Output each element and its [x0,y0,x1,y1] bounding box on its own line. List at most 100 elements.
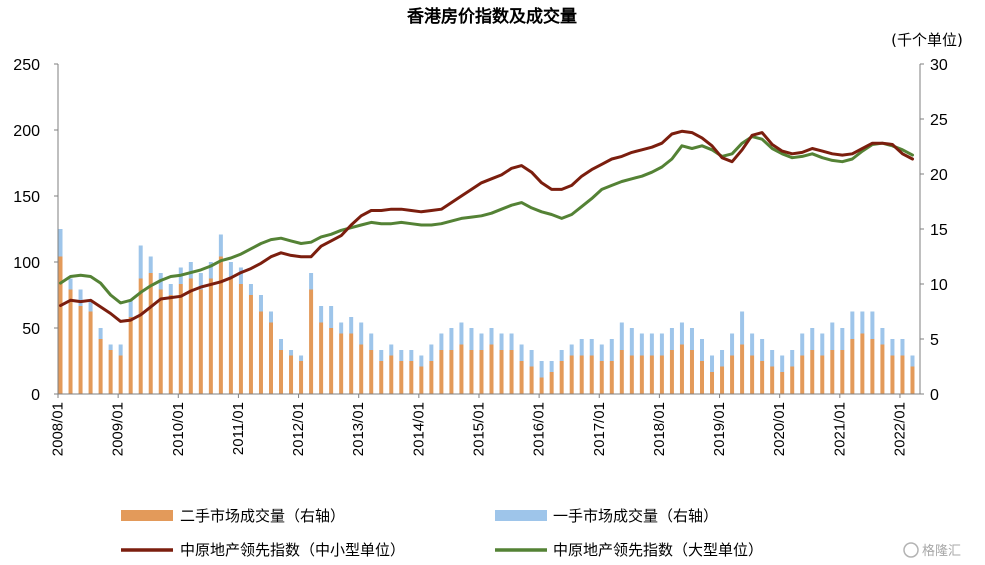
right-tick-label: 30 [930,57,948,74]
bar-first-hand [58,229,63,257]
bar-first-hand [850,311,855,339]
bar-second-hand [138,278,143,394]
bar-second-hand [579,355,584,394]
bar-second-hand [399,361,404,394]
bar-second-hand [389,355,394,394]
bar-second-hand [198,289,203,394]
legend-swatch-second-hand [121,510,173,521]
bar-first-hand [770,350,775,367]
bar-first-hand [820,333,825,356]
bar-first-hand [499,333,504,350]
bar-first-hand [349,317,354,334]
bar-second-hand [299,361,304,394]
bar-second-hand [148,273,153,394]
bar-second-hand [329,328,334,394]
bar-second-hand [499,350,504,394]
x-tick-label: 2018/01 [651,402,668,456]
bar-first-hand [699,339,704,361]
bar-second-hand [679,344,684,394]
bar-first-hand [659,333,664,356]
bar-second-hand [158,289,163,394]
bar-first-hand [599,344,604,361]
left-tick-label: 100 [13,255,40,272]
left-tick-label: 200 [13,123,40,140]
bar-first-hand [559,350,564,361]
x-tick-label: 2013/01 [350,402,367,456]
legend: 二手市场成交量（右轴） 一手市场成交量（右轴） 中原地产领先指数（中小型单位） … [121,507,763,559]
bar-first-hand [539,361,544,378]
bar-first-hand [730,333,735,356]
bar-second-hand [339,333,344,394]
bar-second-hand [309,289,314,394]
left-tick-label: 50 [22,321,40,338]
legend-label-large-unit-index: 中原地产领先指数（大型单位） [553,541,763,559]
bar-first-hand [188,262,193,279]
bar-first-hand [649,333,654,356]
x-tick-labels: 2008/01 2009/01 2010/01 2011/01 2012/01 2013/… [50,394,908,456]
right-tick-labels: 0 5 10 15 20 25 30 [920,57,948,404]
bar-first-hand [339,322,344,334]
legend-label-first-hand: 一手市场成交量（右轴） [553,507,718,525]
bar-first-hand [890,339,895,356]
bar-second-hand [569,355,574,394]
bar-second-hand [208,278,213,394]
right-tick-label: 20 [930,167,948,184]
bar-first-hand [800,333,805,356]
bar-first-hand [379,350,384,361]
bar-first-hand [509,333,514,350]
right-tick-label: 25 [930,112,948,129]
bar-second-hand [88,311,93,394]
bar-second-hand [279,350,284,394]
bar-second-hand [649,355,654,394]
bar-second-hand [439,350,444,394]
left-tick-label: 250 [13,57,40,74]
bar-first-hand [710,355,715,372]
x-tick-label: 2020/01 [771,402,788,456]
bar-first-hand [629,328,634,356]
watermark: 格隆汇 [903,542,961,559]
bar-second-hand [559,361,564,394]
bars-layer [58,229,915,394]
bar-first-hand [900,339,905,356]
bar-first-hand [459,322,464,345]
bar-second-hand [599,361,604,394]
bar-first-hand [720,350,725,367]
x-tick-label: 2012/01 [290,402,307,456]
bar-second-hand [750,355,755,394]
bar-first-hand [389,344,394,356]
x-tick-label: 2011/01 [230,402,247,455]
bar-first-hand [198,273,203,290]
bar-first-hand [619,322,624,350]
bar-second-hand [609,361,614,394]
bar-first-hand [78,289,83,306]
bar-second-hand [639,355,644,394]
bar-second-hand [459,344,464,394]
bar-first-hand [399,350,404,361]
bar-second-hand [188,278,193,394]
bar-second-hand [68,289,73,394]
bar-first-hand [208,262,213,279]
bar-second-hand [319,322,324,394]
bar-second-hand [379,361,384,394]
bar-first-hand [679,322,684,345]
bar-second-hand [268,322,273,394]
bar-second-hand [860,333,865,394]
bar-first-hand [880,328,885,345]
bar-second-hand [790,366,795,394]
right-axis-unit: (千个单位) [891,31,963,49]
bar-second-hand [369,350,374,394]
bar-second-hand [629,355,634,394]
bar-first-hand [279,339,284,350]
bar-first-hand [359,322,364,345]
bar-second-hand [419,366,424,394]
bar-second-hand [238,284,243,394]
bar-second-hand [108,350,113,394]
bar-second-hand [128,317,133,394]
bar-first-hand [128,300,133,317]
bar-second-hand [910,366,915,394]
bar-first-hand [579,339,584,356]
bar-first-hand [299,355,304,361]
bar-second-hand [479,350,484,394]
bar-first-hand [840,328,845,350]
bar-first-hand [248,284,253,295]
